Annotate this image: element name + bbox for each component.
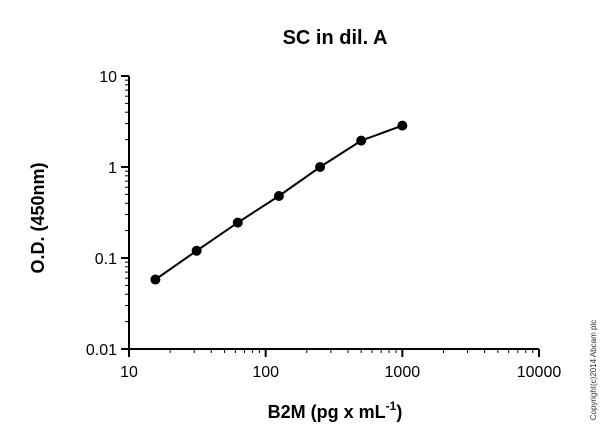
x-tick-label: 10 (120, 364, 138, 381)
series-line (154, 124, 403, 281)
data-point (150, 274, 161, 285)
data-point (273, 191, 284, 202)
x-axis-label-suffix: ) (396, 402, 402, 422)
x-axis-label-superscript: -1 (386, 399, 397, 413)
x-tick-label: 1000 (385, 364, 421, 381)
y-axis-label: O.D. (450nm) (28, 162, 48, 273)
data-point (232, 217, 243, 228)
y-tick-label: 1 (108, 160, 117, 177)
x-tick-label: 10000 (517, 364, 562, 381)
x-axis-label: B2M (pg x mL-1) (268, 399, 403, 422)
axes: 0.01 0.1 1 10 10 100 1000 10000 (86, 69, 561, 381)
data-point (356, 135, 367, 146)
y-tick-label: 0.01 (86, 342, 117, 359)
data-point (191, 245, 202, 256)
copyright-notice: Copyright(c)2014 Abcam plc (589, 320, 598, 421)
y-tick-label: 10 (99, 69, 117, 86)
series-group (150, 120, 408, 285)
x-ticks: 10 100 1000 10000 (120, 349, 561, 381)
y-ticks: 0.01 0.1 1 10 (86, 69, 129, 359)
chart-title: SC in dil. A (283, 27, 388, 49)
data-point (315, 162, 326, 172)
x-tick-label: 100 (252, 364, 279, 381)
y-tick-label: 0.1 (95, 251, 117, 268)
x-axis-label-main: B2M (pg x mL (268, 402, 386, 422)
data-point (397, 120, 408, 131)
